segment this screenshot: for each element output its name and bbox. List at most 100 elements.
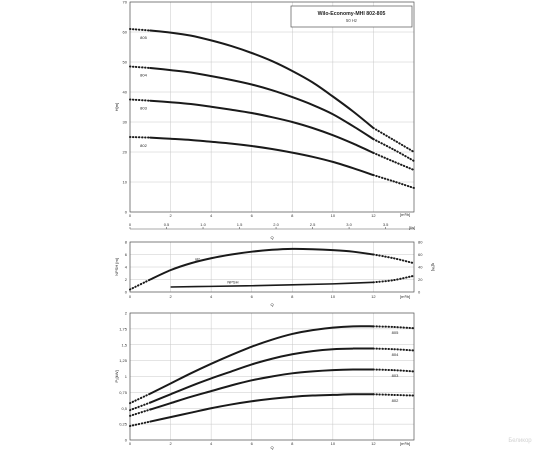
head-x-tick-label: 6 [251, 213, 254, 218]
title-box: Wilo-Economy-MHI 802-805 50 Hz [290, 5, 413, 28]
power-series-label: 803 [392, 373, 399, 378]
head-series-805-dotted-end [372, 127, 415, 153]
flow-ls-unit-label: [l/s] [409, 225, 415, 230]
efficiency-series-line [149, 247, 375, 281]
head-x-tick-label: 12 [371, 213, 376, 218]
head-series-802-dotted-start [129, 136, 152, 139]
power-x-tick-label: 4 [210, 441, 213, 446]
npsh-x-tick-label: 12 [371, 294, 376, 299]
head-y-tick-label: 10 [123, 180, 128, 185]
power-y-tick-label: 0 [125, 438, 128, 443]
power-series-label: 804 [392, 352, 399, 357]
flow-ls-tick-label: 0.5 [164, 222, 170, 227]
head-series-802-dotted-end [372, 174, 415, 189]
head-x-tick-label: 0 [129, 213, 132, 218]
power-x-tick-label: 10 [331, 441, 336, 446]
npsh-y-tick-label: 4 [125, 265, 128, 270]
power-series-804-line [149, 347, 375, 404]
npsh-y-tick-label: 0 [125, 290, 128, 295]
npsh-x-tick-label: 4 [210, 294, 213, 299]
power-series-label: 805 [392, 330, 399, 335]
efficiency-series-dotted-end [372, 253, 415, 265]
power-plot-frame [129, 312, 415, 441]
power-y-tick-label: 0,25 [119, 422, 128, 427]
head-series-803-dotted-end [372, 151, 415, 171]
head-chart: 0 2 4 6 8 10 12 0 10 20 30 40 50 60 70 0 0.5 1.0 1.5 2.0 2.5… [114, 0, 415, 240]
power-series-803-dotted-start [129, 408, 152, 417]
npsh-plot-frame [129, 241, 415, 293]
npsh-x-axis-label: Q [270, 302, 273, 307]
power-y-tick-label: 1,5 [121, 342, 127, 347]
head-x-tick-label: 8 [291, 213, 294, 218]
head-y-tick-label: 70 [123, 0, 128, 5]
flow-ls-tick-label: 0 [129, 222, 132, 227]
power-series-804-dotted-end [372, 347, 415, 352]
power-y-tick-label: 1,75 [119, 326, 128, 331]
power-x-tick-label: 0 [129, 441, 132, 446]
efficiency-y-tick-label: 80 [418, 240, 423, 245]
power-series-802-line [149, 393, 375, 423]
flow-ls-tick-label: 2.0 [273, 222, 279, 227]
power-chart: 0 2 4 6 8 10 12 0 0,25 0,5 0,75 1 1,25 1,5 1,75 2 [m³/h]… [114, 311, 415, 450]
npsh-x-tick-label: 8 [291, 294, 294, 299]
npsh-series-label: NPSH [227, 279, 238, 284]
head-y-tick-label: 0 [125, 210, 128, 215]
head-x-axis-label: Q [270, 235, 273, 240]
npsh-y-axis-label: NPSH [m] [114, 258, 119, 276]
npsh-y-tick-label: 6 [125, 252, 128, 257]
power-y-tick-label: 1 [125, 374, 128, 379]
power-series-805-dotted-start [129, 392, 152, 405]
npsh-x-tick-label: 2 [169, 294, 172, 299]
flow-ls-tick-label: 3.0 [346, 222, 352, 227]
power-y-tick-label: 2 [125, 311, 128, 316]
power-series-label: 802 [392, 398, 399, 403]
head-series-label: 803 [140, 106, 147, 111]
power-y-tick-label: 0,75 [119, 390, 128, 395]
head-series-label: 802 [140, 143, 147, 148]
head-series-804-dotted-end [372, 138, 415, 162]
efficiency-series-dotted-start [129, 278, 152, 291]
power-x-unit-label: [m³/h] [400, 441, 410, 446]
power-series-802-dotted-start [129, 420, 152, 428]
power-x-tick-label: 12 [371, 441, 376, 446]
efficiency-y-tick-label: 60 [418, 252, 423, 257]
chart-title: Wilo-Economy-MHI 802-805 [318, 11, 386, 17]
flow-ls-tick-label: 1.5 [237, 222, 243, 227]
head-series-802-line [149, 136, 375, 177]
head-y-tick-label: 40 [123, 90, 128, 95]
head-x-unit-label: [m³/h] [400, 212, 410, 217]
head-series-label: 804 [140, 73, 147, 78]
npsh-x-tick-label: 6 [251, 294, 254, 299]
head-series-804-line [149, 67, 375, 141]
flow-ls-tick-label: 3.5 [383, 222, 389, 227]
head-x-tick-label: 10 [331, 213, 336, 218]
power-x-tick-label: 2 [169, 441, 172, 446]
npsh-x-tick-label: 10 [331, 294, 336, 299]
chart-subtitle: 50 Hz [346, 18, 357, 23]
power-y-tick-label: 0,5 [121, 406, 127, 411]
head-y-axis-label: H[m] [114, 103, 119, 111]
head-series-803-line [149, 99, 375, 154]
head-y-tick-label: 20 [123, 150, 128, 155]
head-series-803-dotted-start [129, 98, 152, 102]
power-series-802-dotted-end [372, 393, 415, 397]
head-x-tick-label: 2 [169, 213, 172, 218]
head-y-tick-label: 60 [123, 30, 128, 35]
head-series-804-dotted-start [129, 65, 152, 69]
flow-ls-tick-label: 2.5 [310, 222, 316, 227]
power-series-805-line [149, 325, 375, 395]
power-series-805-dotted-end [372, 325, 415, 330]
head-y-tick-label: 50 [123, 60, 128, 65]
efficiency-y-tick-label: 20 [418, 277, 423, 282]
flow-ls-tick-label: 1.0 [200, 222, 206, 227]
head-series-805-dotted-start [129, 28, 152, 32]
npsh-y-tick-label: 2 [125, 277, 128, 282]
npsh-series-dotted-end [372, 274, 415, 284]
efficiency-y-tick-label: 40 [418, 265, 423, 270]
efficiency-y-axis-label: η[%] [431, 263, 436, 271]
power-series-803-dotted-end [372, 368, 415, 373]
npsh-x-unit-label: [m³/h] [400, 294, 410, 299]
power-series-804-dotted-start [129, 401, 152, 412]
